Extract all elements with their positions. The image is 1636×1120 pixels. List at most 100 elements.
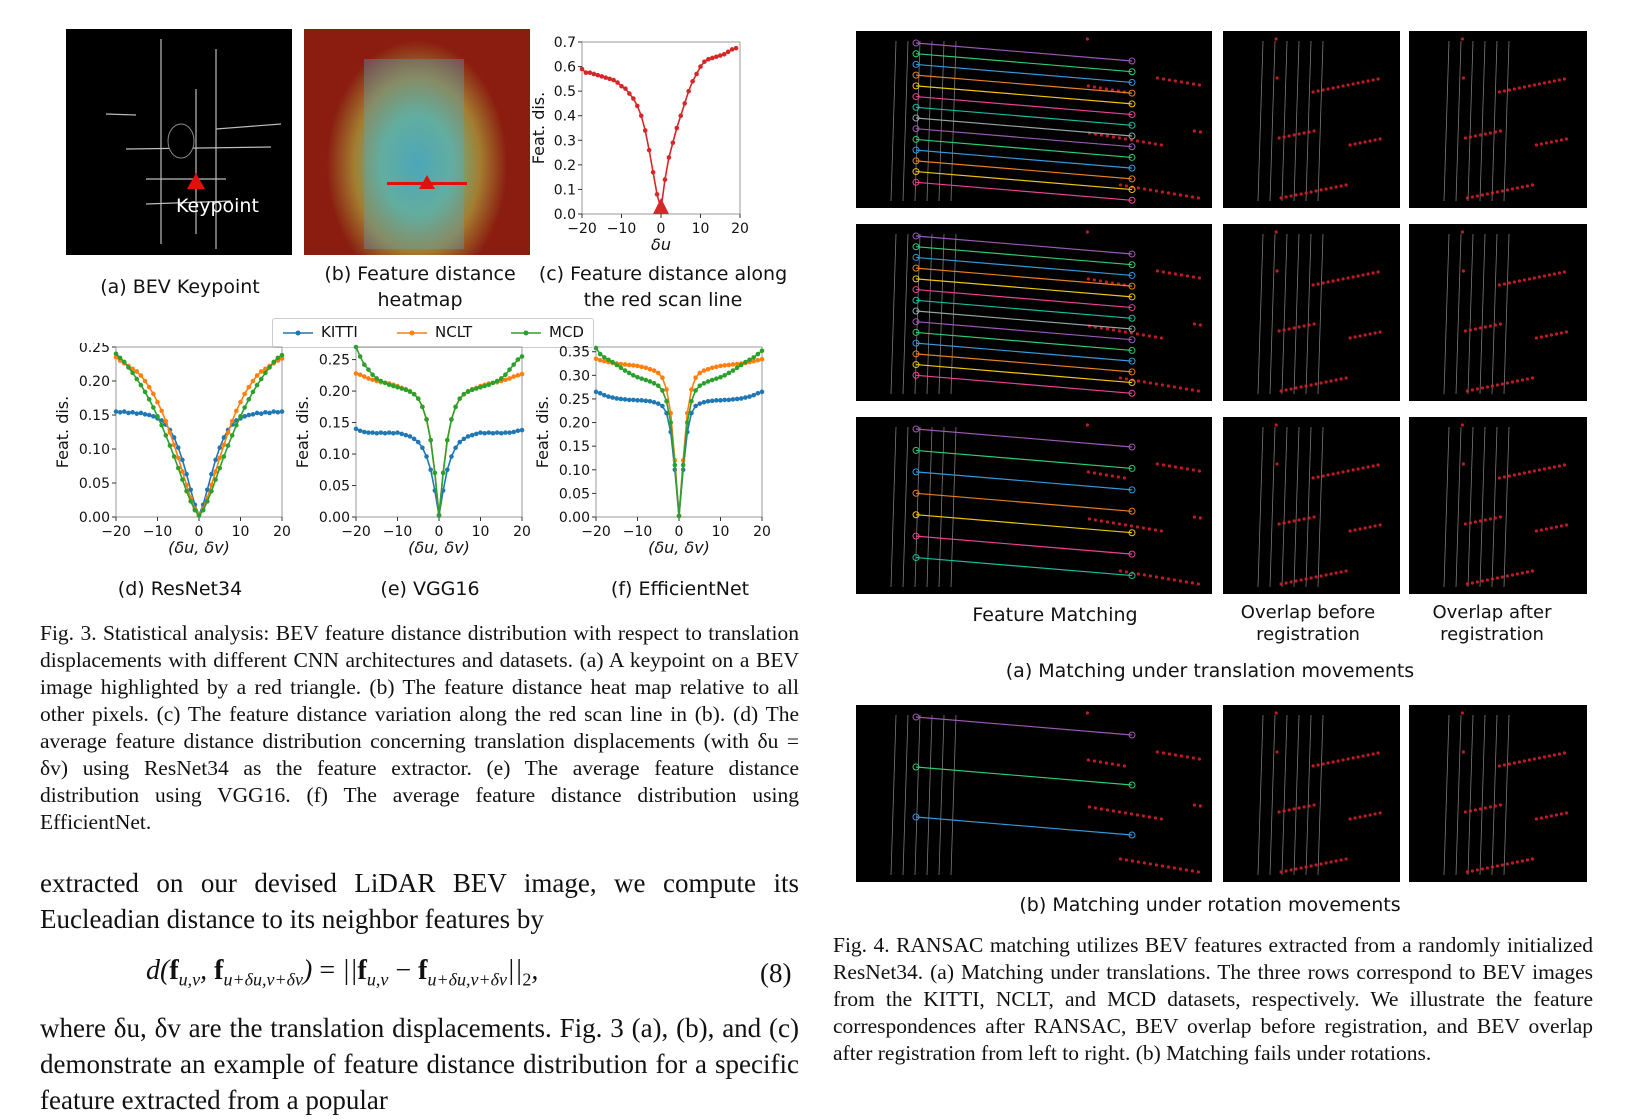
x-axis-label: (δu, δv) [408,538,470,557]
data-point [357,354,363,359]
data-point [382,380,388,386]
data-point [664,387,669,392]
y-tick-label: 0.30 [559,368,590,384]
x-tick-label: −20 [567,221,597,237]
data-point [126,365,131,370]
data-point [647,366,653,372]
data-point [213,477,218,482]
data-point [424,417,429,422]
series-line-nclt [115,356,283,517]
data-point [221,435,227,440]
data-point [469,387,475,393]
data-point [386,382,392,388]
y-tick-label: 0.00 [319,510,350,526]
data-point [676,513,682,519]
data-point [743,395,748,400]
data-point [693,388,698,393]
fig3-caption: Fig. 3. Statistical analysis: BEV featur… [40,621,799,834]
data-point [738,396,744,401]
bev-drawing [1257,711,1382,876]
data-point [631,397,636,403]
series-line-kitti [115,410,283,518]
y-tick-label: 0.25 [79,343,110,356]
data-point [646,147,652,153]
data-point [722,363,727,368]
data-point [755,390,761,396]
data-point [635,374,640,380]
data-point [279,409,285,414]
data-point [258,369,264,374]
data-point [583,70,589,76]
data-point [113,409,119,414]
data-point [415,439,421,445]
data-point [490,430,496,436]
data-point [407,434,413,439]
data-point [138,373,144,378]
data-point [267,365,272,370]
data-point [494,378,500,384]
chart-c-feature-distance-scan: 0.0 0.1 0.2 0.3 0.4 0.5 0.6 0.7 −20 −10 0 10 20 δu Fea… [530,35,749,254]
data-point [424,454,429,459]
data-point [142,412,148,417]
fig4-subcaption-a: (a) Matching under translation movements [1005,660,1415,682]
data-point [366,376,371,381]
series-line-mcd [115,353,283,517]
data-point [519,371,525,377]
data-point [701,399,707,405]
bev-scan-drawing [105,39,282,249]
data-point [734,361,740,367]
data-point [597,351,603,357]
data-point [602,358,607,364]
data-point [415,396,421,401]
data-point [726,397,732,403]
data-point [486,382,492,388]
data-point [743,359,748,365]
x-tick-label: −10 [607,221,637,237]
data-point [593,345,599,351]
data-point [242,414,247,419]
data-point [726,370,732,376]
data-point [655,401,661,406]
data-point [353,371,359,376]
data-point [271,359,276,365]
data-point [171,442,177,448]
y-axis-label: Feat. dis. [293,396,312,468]
data-point [606,357,611,363]
data-point [217,455,223,461]
subcaption-f: (f) EfficientNet [610,578,750,600]
data-point [631,96,636,101]
data-point [457,439,463,445]
data-point [436,512,442,518]
data-point [420,445,425,451]
data-point [482,430,487,436]
data-point [498,430,504,436]
data-point [357,372,363,378]
data-point [515,357,521,362]
data-point [130,409,135,415]
x-tick-label: 0 [435,524,444,540]
data-point [440,470,446,476]
data-point [747,357,752,363]
data-point [610,359,615,365]
data-point [209,488,214,494]
matching-image [856,31,1212,208]
data-point [184,471,189,477]
data-point [461,391,467,397]
equation-number: (8) [760,958,792,988]
data-point [113,351,119,357]
data-point [142,389,148,395]
data-point [217,465,223,471]
data-point [682,101,687,106]
series-line-kitti [355,428,523,516]
data-point [626,362,632,368]
data-point [267,410,272,416]
data-point [457,396,463,401]
data-point [469,432,475,438]
data-point [386,430,392,435]
data-point [486,430,492,435]
data-point [718,374,723,380]
data-point [229,433,235,438]
data-point [693,375,698,380]
data-point [686,88,691,94]
data-point [698,64,703,69]
